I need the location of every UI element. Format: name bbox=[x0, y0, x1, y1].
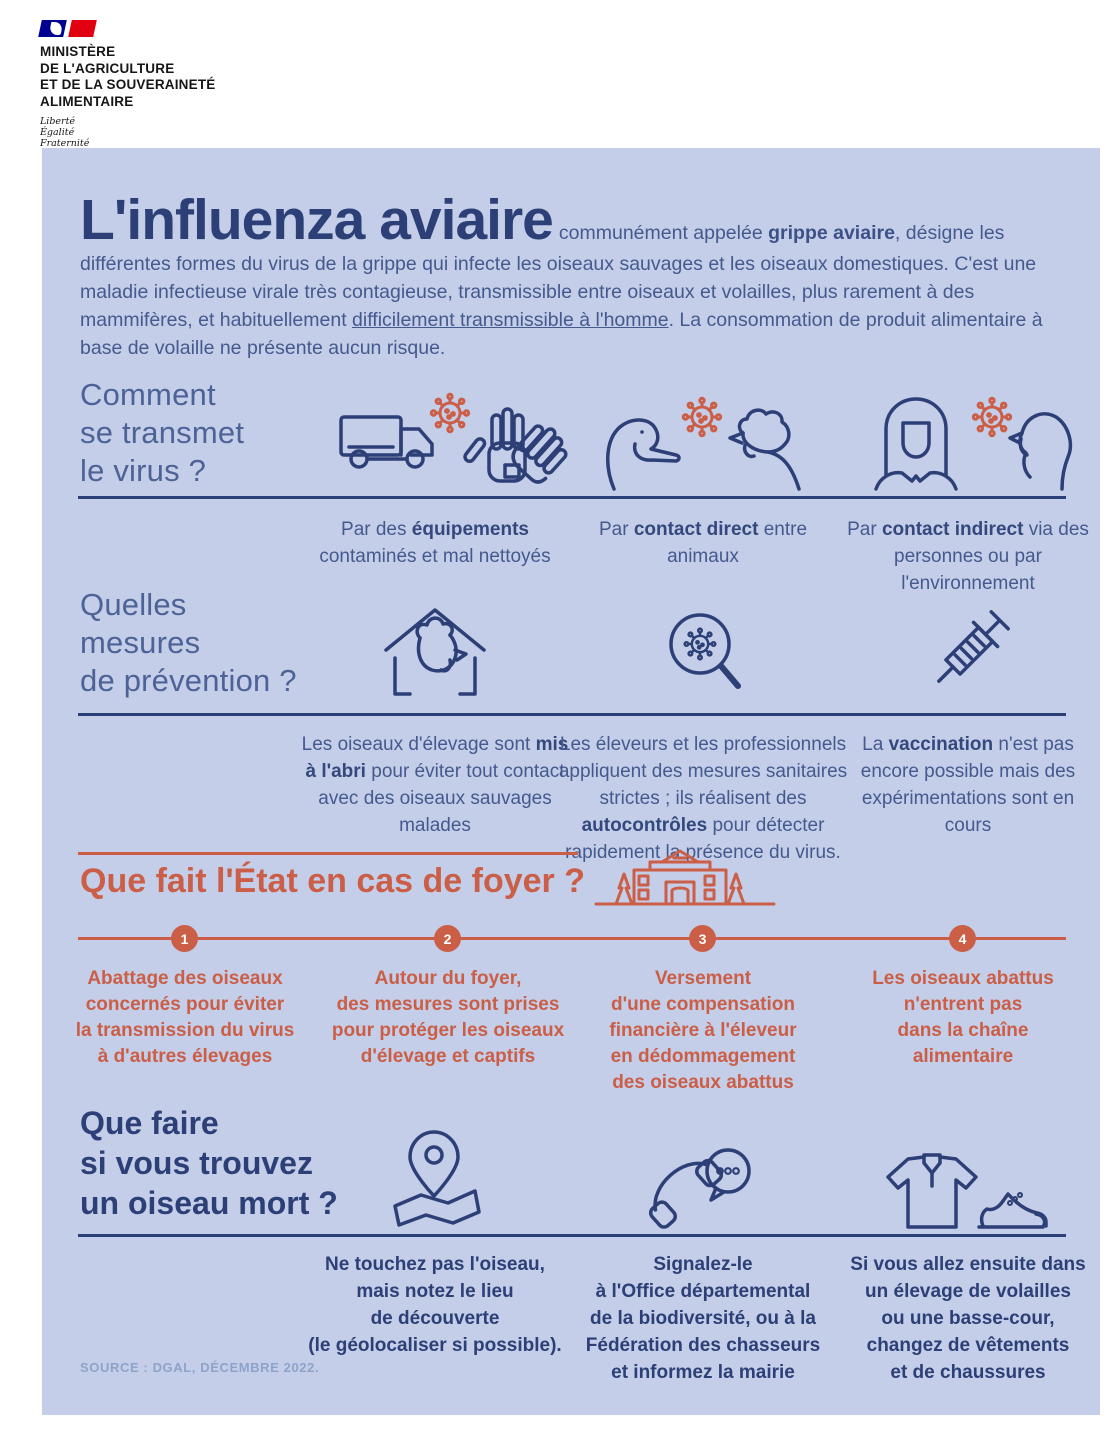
step-text-1: Abattage des oiseaux concernés pour évit… bbox=[75, 968, 295, 1067]
caption-vaccination: La vaccination n'est pas encore possible… bbox=[860, 734, 1076, 836]
syringe-icon bbox=[937, 610, 1010, 683]
step-number-3: 3 bbox=[689, 925, 716, 952]
heading-prevention: Quelles mesures de prévention ? bbox=[80, 587, 297, 698]
duck-virus-chicken-icon bbox=[606, 396, 801, 491]
ministry-name: MINISTÈRE DE L'AGRICULTURE ET DE LA SOUV… bbox=[40, 44, 216, 109]
heading-state-response: Que fait l'État en cas de foyer ? bbox=[80, 862, 586, 900]
town-hall-icon bbox=[594, 849, 776, 906]
truck-virus-gloves-icon bbox=[339, 392, 568, 484]
caption-indirect-contact: Par contact indirect via des personnes o… bbox=[847, 519, 1089, 594]
intro-paragraph: L'influenza aviaire communément appelée g… bbox=[80, 190, 1064, 362]
phone-call-icon bbox=[648, 1148, 751, 1229]
republic-motto: Liberté Égalité Fraternité bbox=[40, 116, 90, 149]
steps-timeline bbox=[78, 937, 1066, 940]
step-number-4: 4 bbox=[949, 925, 976, 952]
magnifier-virus-icon bbox=[669, 613, 741, 689]
caption-shelter: Les oiseaux d'élevage sont mis à l'abri … bbox=[301, 734, 569, 836]
poultry-house-icon bbox=[384, 608, 486, 696]
caption-direct-contact: Par contact direct entre animaux bbox=[598, 519, 808, 567]
section-divider bbox=[78, 713, 1066, 716]
intro-bold-grippe-aviaire: grippe aviaire bbox=[768, 222, 895, 244]
main-panel: L'influenza aviaire communément appelée g… bbox=[42, 148, 1100, 1415]
map-pin-icon bbox=[393, 1130, 481, 1227]
step-text-2: Autour du foyer, des mesures sont prises… bbox=[331, 968, 565, 1067]
caption-self-checks: Les éleveurs et les professionnels appli… bbox=[558, 734, 848, 863]
heading-transmission: Comment se transmet le virus ? bbox=[80, 377, 245, 488]
heading-dead-bird: Que faire si vous trouvez un oiseau mort… bbox=[80, 1105, 338, 1221]
intro-text: , désigne les différentes formes du viru… bbox=[80, 222, 1037, 331]
step-number-2: 2 bbox=[434, 925, 461, 952]
step-text-4: Les oiseaux abattus n'entrent pas dans l… bbox=[872, 968, 1054, 1067]
clothes-shoes-icon bbox=[886, 1153, 1048, 1229]
source-note: SOURCE : DGAL, DÉCEMBRE 2022. bbox=[80, 1360, 320, 1375]
intro-underlined-text: difficilement transmissible à l'homme bbox=[352, 309, 669, 331]
caption-report: Signalez-le à l'Office départemental de … bbox=[585, 1254, 821, 1383]
orange-divider bbox=[78, 852, 578, 855]
person-virus-turkey-icon bbox=[874, 396, 1073, 491]
section-divider bbox=[78, 496, 1066, 499]
page-title: L'influenza aviaire bbox=[80, 188, 554, 252]
french-flag-icon bbox=[38, 20, 215, 37]
step-text-3: Versement d'une compensation financière … bbox=[609, 968, 797, 1093]
caption-do-not-touch: Ne touchez pas l'oiseau, mais notez le l… bbox=[308, 1254, 562, 1356]
intro-text: communément appelée bbox=[558, 222, 769, 244]
ministry-logo-block: MINISTÈRE DE L'AGRICULTURE ET DE LA SOUV… bbox=[38, 20, 216, 149]
section-divider bbox=[78, 1234, 1066, 1237]
caption-change-clothes: Si vous allez ensuite dans un élevage de… bbox=[850, 1254, 1086, 1383]
caption-equipment: Par des équipements contaminés et mal ne… bbox=[319, 519, 551, 567]
intro-text: . La consommation de produit alimentaire… bbox=[80, 309, 1043, 359]
step-number-1: 1 bbox=[171, 925, 198, 952]
